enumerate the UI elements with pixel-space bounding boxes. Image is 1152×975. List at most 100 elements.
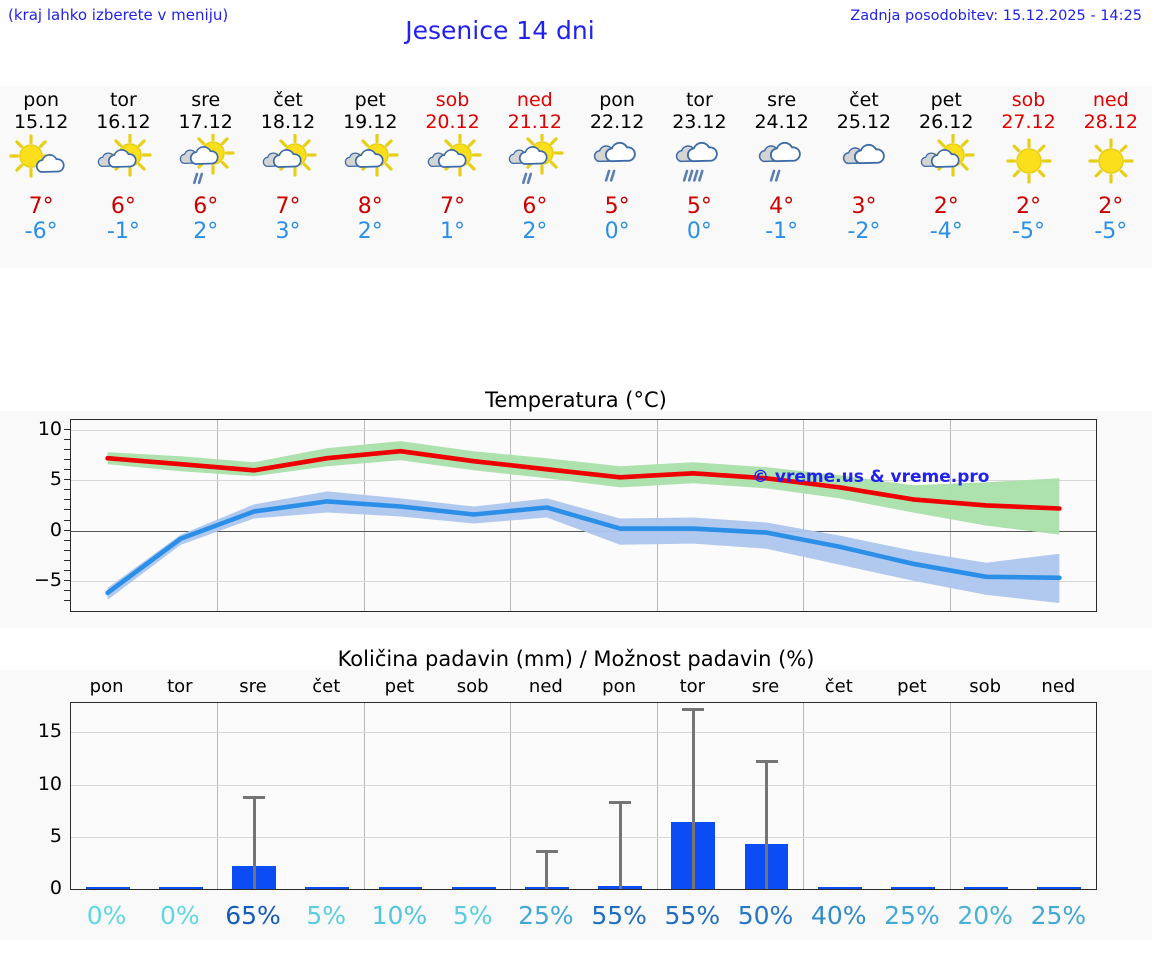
day-name: ned	[516, 89, 553, 111]
day-min-temp: 0°	[604, 219, 630, 244]
cloud-sun-icon	[87, 134, 159, 192]
forecast-day-column[interactable]: ned 28.12 2° -5°	[1070, 86, 1152, 268]
forecast-day-column[interactable]: pet 26.12 2° -4°	[905, 86, 987, 268]
precipitation-day-label: čet	[824, 676, 853, 697]
forecast-day-column[interactable]: sre 24.12 4° -1°	[741, 86, 823, 268]
forecast-day-column[interactable]: čet 18.12 7° 3°	[247, 86, 329, 268]
forecast-day-column[interactable]: čet 25.12 3° -2°	[823, 86, 905, 268]
day-min-temp: -6°	[24, 219, 58, 244]
grid-line-horizontal	[71, 580, 1096, 582]
y-axis-tick-label: 5	[49, 468, 62, 491]
error-bar-cap	[535, 850, 558, 854]
error-bar-stem	[545, 850, 549, 889]
grid-line-vertical	[656, 703, 658, 889]
precipitation-bar[interactable]	[451, 887, 496, 889]
y-axis-tick-mark	[64, 589, 70, 591]
day-min-temp: 0°	[686, 219, 712, 244]
day-max-temp: 5°	[604, 194, 630, 219]
y-axis-tick-mark	[64, 539, 70, 541]
y-axis-tick-label: 0	[49, 518, 62, 541]
precipitation-probability: 65%	[225, 901, 281, 930]
precipitation-bar[interactable]	[378, 887, 423, 889]
day-date: 20.12	[425, 111, 480, 133]
day-date: 17.12	[178, 111, 233, 133]
precipitation-probability: 25%	[884, 901, 940, 930]
day-name: sob	[435, 89, 470, 111]
sun-icon	[1075, 134, 1147, 192]
precipitation-bar[interactable]	[1037, 887, 1082, 889]
forecast-day-column[interactable]: tor 16.12 6° -1°	[82, 86, 164, 268]
y-axis-tick-mark	[64, 469, 70, 471]
y-axis-tick-mark	[64, 579, 70, 581]
day-name: pet	[354, 89, 386, 111]
forecast-day-column[interactable]: sob 27.12 2° -5°	[987, 86, 1069, 268]
forecast-day-column[interactable]: ned 21.12 6° 2°	[494, 86, 576, 268]
precipitation-day-label: čet	[312, 676, 341, 697]
precipitation-probability: 5%	[452, 901, 493, 930]
y-axis-tick-mark	[64, 599, 70, 601]
cloud-sun-rain-icon	[170, 134, 242, 192]
day-name: sob	[1011, 89, 1046, 111]
day-date: 24.12	[754, 111, 809, 133]
day-max-temp: 2°	[1016, 194, 1042, 219]
grid-line-vertical	[510, 703, 512, 889]
cloud-rain-heavy-icon	[663, 134, 735, 192]
sun-icon	[993, 134, 1065, 192]
forecast-day-column[interactable]: pon 22.12 5° 0°	[576, 86, 658, 268]
grid-line-horizontal	[71, 836, 1096, 838]
precipitation-day-label: pon	[602, 676, 637, 697]
precipitation-bar[interactable]	[85, 887, 130, 889]
precipitation-probability: 55%	[591, 901, 647, 930]
precipitation-day-label: ned	[528, 676, 563, 697]
day-date: 21.12	[507, 111, 563, 133]
precipitation-probability: 25%	[1030, 901, 1087, 930]
grid-line-vertical	[949, 703, 951, 889]
grid-line-vertical	[803, 703, 805, 889]
precipitation-bar[interactable]	[817, 887, 862, 889]
y-axis-tick-mark	[64, 519, 70, 521]
grid-line-vertical	[217, 703, 219, 889]
y-axis-tick-label: −5	[33, 568, 62, 591]
error-bar-cap	[755, 760, 778, 764]
error-bar-cap	[609, 801, 632, 805]
precipitation-day-label: ned	[1041, 676, 1076, 697]
y-axis-tick-label: 10	[37, 772, 62, 795]
day-max-temp: 7°	[28, 194, 54, 219]
grid-line-vertical	[363, 420, 365, 611]
day-min-temp: 1°	[440, 219, 466, 244]
forecast-day-column[interactable]: pet 19.12 8° 2°	[329, 86, 411, 268]
precipitation-day-label: pon	[89, 676, 124, 697]
error-bar-cap	[682, 708, 705, 712]
location-menu-note[interactable]: (kraj lahko izberete v meniju)	[8, 6, 229, 24]
precipitation-bar[interactable]	[964, 887, 1009, 889]
precipitation-bar[interactable]	[305, 887, 350, 889]
day-max-temp: 2°	[933, 194, 959, 219]
precipitation-bar[interactable]	[891, 887, 935, 889]
precipitation-day-label: tor	[679, 676, 706, 697]
y-axis-tick-label: 10	[37, 418, 62, 441]
day-name: ned	[1092, 89, 1129, 111]
grid-line-vertical	[656, 420, 658, 611]
day-date: 15.12	[13, 111, 69, 133]
grid-line-horizontal	[71, 784, 1096, 786]
forecast-day-column[interactable]: sre 17.12 6° 2°	[165, 86, 247, 268]
forecast-day-column[interactable]: tor 23.12 5° 0°	[658, 86, 740, 268]
forecast-day-column[interactable]: sob 20.12 7° 1°	[411, 86, 493, 268]
precipitation-bar[interactable]	[158, 887, 203, 889]
cloud-sun-icon	[417, 134, 489, 192]
day-date: 23.12	[672, 111, 727, 133]
day-date: 22.12	[589, 111, 645, 133]
y-axis-tick-mark	[64, 509, 70, 511]
temperature-chart-plot	[70, 419, 1097, 612]
day-date: 28.12	[1083, 111, 1138, 133]
grid-line-horizontal	[71, 430, 1096, 432]
day-name: čet	[273, 89, 303, 111]
y-axis-tick-mark	[64, 449, 70, 451]
day-min-temp: 2°	[522, 219, 548, 244]
grid-line-vertical	[217, 420, 219, 611]
forecast-day-column[interactable]: pon 15.12 7° -6°	[0, 86, 82, 268]
grid-line-vertical	[363, 703, 365, 889]
precipitation-day-label: sre	[751, 676, 780, 697]
day-max-temp: 7°	[275, 194, 301, 219]
